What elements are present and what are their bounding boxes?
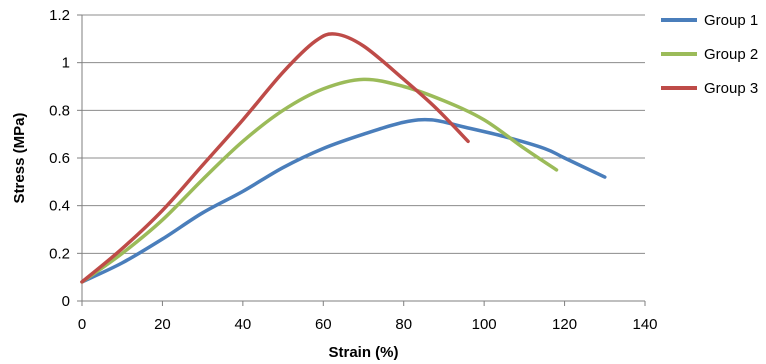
- y-tick-label-2: 0.4: [49, 198, 70, 215]
- x-tick-label-6: 120: [552, 316, 577, 333]
- x-tick-label-3: 60: [315, 316, 332, 333]
- y-tick-label-1: 0.2: [49, 245, 70, 262]
- x-axis-title: Strain (%): [328, 344, 398, 361]
- series-line-3: [80, 32, 470, 284]
- legend-label-1: Group 1: [704, 12, 758, 29]
- y-tick-label-3: 0.6: [49, 150, 70, 167]
- y-tick-label-6: 1.2: [49, 7, 70, 24]
- x-tick-label-4: 80: [395, 316, 412, 333]
- x-tick-label-2: 40: [235, 316, 252, 333]
- y-tick-label-4: 0.8: [49, 102, 70, 119]
- y-tick-label-5: 1: [62, 55, 70, 72]
- y-axis-title: Stress (MPa): [11, 113, 28, 204]
- series-line-2: [80, 77, 559, 284]
- legend-label-2: Group 2: [704, 46, 758, 63]
- x-tick-label-1: 20: [154, 316, 171, 333]
- x-tick-label-0: 0: [78, 316, 86, 333]
- x-tick-label-5: 100: [472, 316, 497, 333]
- y-tick-label-0: 0: [62, 293, 70, 310]
- legend-label-3: Group 3: [704, 80, 758, 97]
- x-tick-label-7: 140: [632, 316, 657, 333]
- series-line-1: [80, 117, 607, 284]
